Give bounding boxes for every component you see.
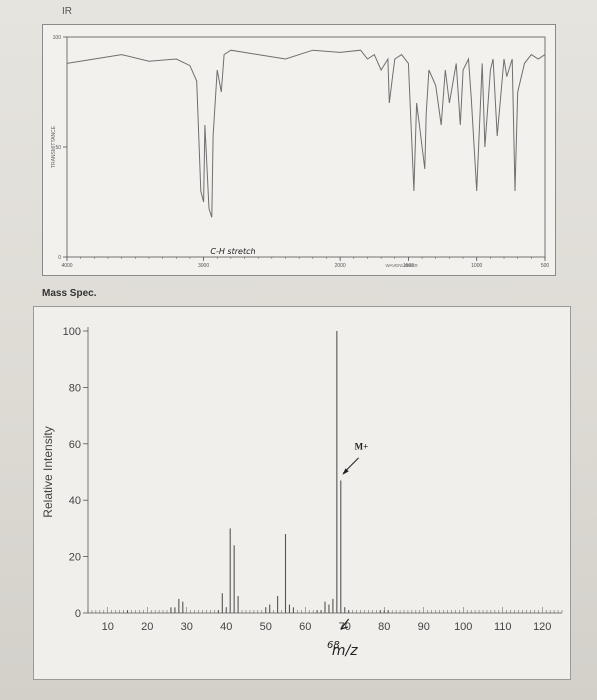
ms-x-tick-label: 40: [220, 621, 232, 633]
ms-y-tick-label: 100: [63, 326, 81, 338]
ms-annotation-molecular-ion: M+: [355, 441, 369, 451]
ir-x-tick-label: 3000: [198, 263, 209, 269]
ms-x-tick-label: 110: [494, 621, 512, 633]
ms-annotation-arrowhead: [342, 468, 349, 475]
ir-x-tick-label: 4000: [61, 263, 72, 269]
ms-x-tick-label: 50: [260, 621, 272, 633]
ms-hand-label-mz: m/z: [332, 643, 358, 659]
ms-x-tick-label: 100: [454, 621, 472, 633]
ms-hand-arrow: [340, 618, 350, 630]
ms-hand-label-68: 68: [327, 640, 340, 651]
ir-x-tick-label: 500: [541, 263, 550, 269]
ms-y-tick-label: 40: [69, 495, 81, 507]
ms-y-tick-label: 60: [69, 439, 81, 451]
ms-section-label: Mass Spec.: [42, 288, 97, 299]
ms-y-axis-label: Relative Intensity: [41, 426, 55, 517]
ms-x-tick-label: 10: [102, 621, 114, 633]
ms-x-tick-label: 90: [418, 621, 430, 633]
ir-section-label: IR: [62, 6, 72, 17]
ir-spectrum-panel: 0 50 100 4000 3000 2000 1500 1000 500 TRANSMITTAN…: [42, 24, 556, 276]
ms-x-tick-label: 30: [181, 621, 193, 633]
ir-x-tick-label: 1500: [403, 263, 414, 269]
ms-y-tick-label: 0: [75, 608, 81, 620]
ms-x-tick-label: 120: [533, 621, 551, 633]
ir-x-tick-label: 2000: [335, 263, 346, 269]
ms-y-tick-label: 20: [69, 552, 81, 564]
ir-y-tick-label: 100: [53, 35, 62, 41]
ir-spectrum-chart: 0 50 100 4000 3000 2000 1500 1000 500 TRANSMITTAN…: [51, 35, 550, 269]
ir-annotation-ch-stretch: C-H stretch: [210, 247, 255, 256]
ir-x-tick-label: 1000: [471, 263, 482, 269]
mass-spectrum-chart: 0 20 40 60 80 100 10 20 30 40 50 60 70 80 90 100 110 120 R…: [41, 326, 563, 659]
ms-x-tick-label: 20: [141, 621, 153, 633]
ms-x-tick-label: 70: [339, 621, 351, 633]
ir-y-axis-label: TRANSMITTANCE: [51, 125, 57, 168]
mass-spectrum-panel: 0 20 40 60 80 100 10 20 30 40 50 60 70 80 90 100 110 120 R…: [33, 306, 571, 680]
ir-x-axis-label: WAVENUMBER: [385, 263, 418, 268]
ir-trace: [66, 49, 546, 218]
ir-plot-area: [66, 36, 546, 258]
ir-y-tick-label: 50: [55, 145, 61, 151]
ms-x-tick-label: 80: [378, 621, 390, 633]
ms-x-tick-label: 60: [299, 621, 311, 633]
ir-y-tick-label: 0: [58, 255, 61, 261]
ms-y-tick-label: 80: [69, 382, 81, 394]
